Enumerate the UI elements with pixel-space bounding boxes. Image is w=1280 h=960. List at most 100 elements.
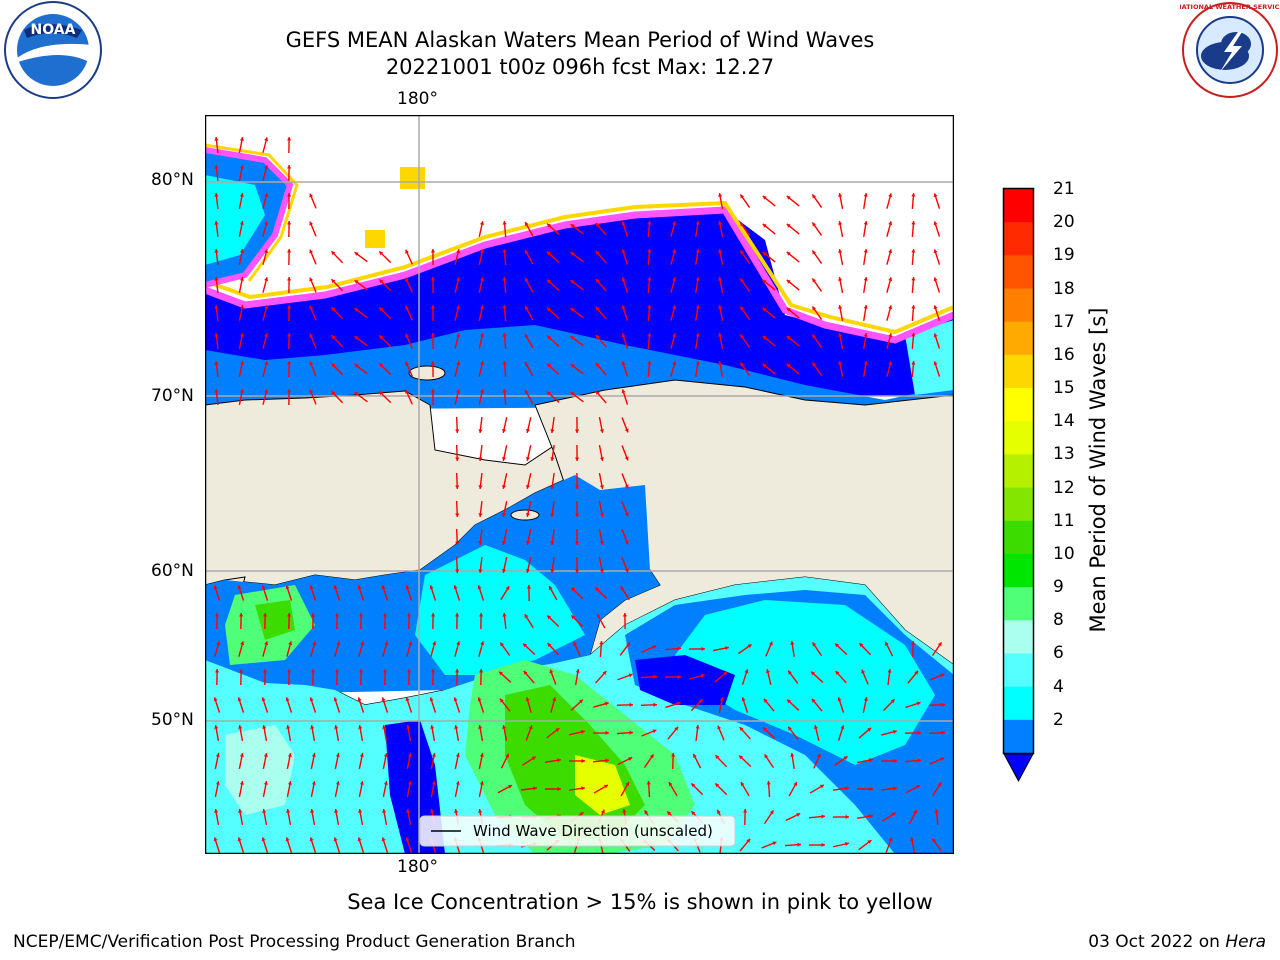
wind-arrow-head [628,757,633,761]
wind-arrow-head [478,569,483,573]
wind-arrow-head [550,429,555,433]
wind-arrow-head [331,363,336,368]
wind-arrow-head [581,758,585,764]
wind-arrow-head [647,277,652,281]
wind-arrow-head [456,333,461,338]
colorbar [1002,187,1035,783]
wind-arrow-head [456,641,461,646]
wind-arrow-head [478,541,483,545]
wind-arrow-head [796,813,801,817]
wind-arrow-head [478,725,483,729]
wind-arrow-head [888,333,893,338]
wind-arrow-head [624,428,629,433]
wind-arrow-head [287,613,292,617]
wind-arrow-head [765,669,770,674]
wind-arrow-head [718,277,723,281]
st-lawrence-island [510,509,540,521]
wind-arrow-head [843,756,848,761]
wind-arrow-head [812,194,817,199]
wind-arrow-head [695,277,700,281]
wind-arrow-head [579,812,584,817]
wind-arrow-head [287,361,292,365]
wind-arrow-head [934,809,939,813]
wind-arrow-head [429,585,434,590]
wind-arrow-head [264,361,269,366]
wind-arrow-head [214,137,219,141]
wind-arrow-head [547,643,552,648]
colorbar-swatch [1004,189,1033,223]
wind-arrow-head [867,727,872,732]
wind-arrow-head [287,221,292,225]
wind-arrow-head [309,221,314,226]
wind-arrow-head [382,725,387,729]
wind-arrow-head [547,279,551,284]
wind-arrow-head [917,730,921,735]
wind-arrow-head [405,697,410,702]
wind-arrow-head [693,753,697,758]
wind-arrow-head [647,333,652,337]
wind-arrow-head [793,781,797,786]
wind-arrow-head [479,249,484,253]
wind-arrow-head [911,361,916,365]
wind-arrow-head [766,781,771,785]
chart-subtitle: 20221001 t00z 096h fcst Max: 12.27 [385,55,775,79]
wind-arrow-head [523,643,528,648]
wind-arrow-head [407,613,412,617]
wind-arrow-head [455,781,460,785]
wind-arrow-head [811,671,816,676]
wind-arrow-head [695,221,700,225]
colorbar-tick: 8 [1053,610,1064,631]
wind-arrow-head [762,223,767,228]
wind-arrow-head [525,697,530,702]
graticule [205,115,954,854]
wind-arrow-head [239,333,244,337]
wind-arrow-head [652,645,657,650]
wind-arrow-head [602,671,607,676]
wind-arrow-head [911,277,916,281]
wind-arrow-head [263,669,268,673]
wind-arrow-head [286,725,291,729]
wind-arrow-head [239,277,244,281]
wind-arrow-head [888,277,893,282]
colorbar-tick: 11 [1053,510,1075,531]
wind-arrow-head [310,809,315,813]
wind-arrow-head [431,669,436,673]
wind-arrow-head [381,837,386,842]
wind-arrow-head [911,305,916,309]
wind-arrow-head [331,251,336,256]
ice-edge-pink [205,206,954,344]
wind-arrow-head [861,669,866,674]
wind-arrow-head [430,725,435,729]
wind-arrow-head [264,277,269,282]
wind-arrow-head [524,333,529,338]
wind-arrow-head [354,392,359,396]
wind-arrow-head [740,194,745,199]
wind-arrow-head [790,753,795,757]
wind-arrow-head [502,513,507,517]
wind-arrow-head [239,165,244,169]
wind-arrow-head [762,279,767,284]
wind-arrow-head [574,513,580,517]
wind-arrow-head [672,361,677,366]
wind-arrow-head [672,221,677,226]
wind-arrow-head [215,669,220,673]
wind-arrow-head [477,585,482,590]
wind-arrow-head [599,429,604,433]
wind-arrow-head [769,810,774,815]
wind-arrow-head [624,456,629,461]
wind-arrow-head [718,361,723,365]
wind-arrow-head [647,249,652,253]
wind-arrow-head [264,165,269,170]
colorbar-swatch [1004,520,1033,555]
wind-arrow-head [677,674,681,679]
wind-arrow-head [740,250,745,255]
wind-arrow-head [354,308,359,312]
colorbar-tick: 16 [1053,344,1075,365]
wind-arrow-head [812,278,817,283]
wind-arrow-head [357,585,362,590]
wind-arrow-head [719,697,724,701]
wind-arrow-head [838,361,843,365]
wind-arrow-head [547,391,551,396]
wind-arrow-head [454,725,459,729]
wind-arrow-head [288,641,293,646]
